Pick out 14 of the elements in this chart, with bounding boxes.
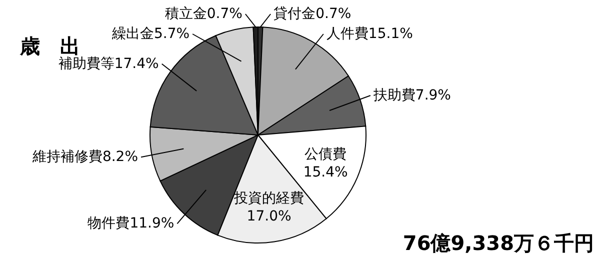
data-label: 15.4%	[303, 164, 348, 181]
slice-label: 物件費11.9%	[88, 216, 174, 232]
slice-label: 補助費等17.4%	[58, 56, 159, 72]
slice-label: 扶助費7.9%	[372, 87, 451, 104]
slice-label: 積立金0.7%	[164, 6, 242, 22]
slice-label: 貸付金0.7%	[274, 6, 352, 22]
text: 76億9,338万６千円	[402, 231, 594, 255]
slice-label: 繰出金5.7%	[110, 26, 190, 42]
slice-label: 人件費15.1%	[326, 26, 413, 42]
slice-label: 維持補修費8.2%	[31, 149, 138, 166]
text: 歳 出	[19, 34, 80, 58]
slice-label: 投資的経費	[233, 190, 304, 207]
slice-label: 公債費	[304, 146, 347, 163]
data-label: 17.0%	[246, 208, 292, 225]
